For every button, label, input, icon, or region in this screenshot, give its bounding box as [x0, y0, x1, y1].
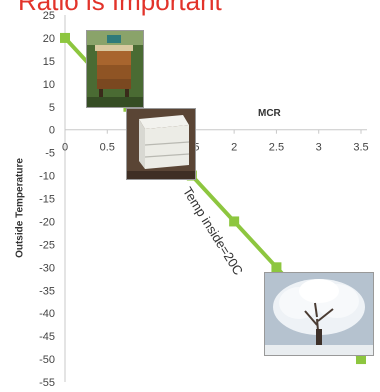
y-tick-label: -35 — [39, 285, 55, 297]
white-hive-box-photo — [126, 108, 196, 180]
x-tick-label: 3 — [316, 142, 322, 154]
x-tick-label: 3.5 — [353, 142, 368, 154]
y-tick-label: -10 — [39, 171, 55, 183]
x-tick-label: 2 — [231, 142, 237, 154]
y-tick-label: -25 — [39, 239, 55, 251]
y-tick-label: -30 — [39, 262, 55, 274]
y-tick-label: -55 — [39, 377, 55, 389]
data-point — [60, 32, 70, 43]
y-axis-label: Outside Temperature — [14, 158, 26, 258]
x-tick-label: 0.5 — [100, 142, 115, 154]
y-tick-label: 20 — [43, 33, 55, 45]
y-tick-label: -5 — [45, 148, 55, 160]
data-point — [271, 262, 282, 273]
snow-covered-tree-photo — [264, 272, 374, 356]
y-tick-label: -15 — [39, 194, 55, 206]
y-tick-label: -50 — [39, 354, 55, 366]
y-tick-label: 10 — [43, 79, 55, 91]
x-axis-label: MCR — [258, 108, 281, 119]
beehive-photo — [86, 30, 144, 108]
x-tick-label: 2.5 — [269, 142, 284, 154]
y-tick-label: 0 — [49, 125, 55, 137]
y-tick-label: -20 — [39, 216, 55, 228]
data-point — [356, 354, 366, 365]
y-tick-label: 25 — [43, 10, 55, 22]
x-tick-label: 0 — [62, 142, 68, 154]
y-tick-label: 5 — [49, 102, 55, 114]
y-tick-label: -40 — [39, 308, 55, 320]
data-point — [229, 216, 240, 227]
page-title: Ratio is Important — [18, 0, 222, 16]
y-tick-label: 15 — [43, 56, 55, 68]
y-tick-label: -45 — [39, 331, 55, 343]
